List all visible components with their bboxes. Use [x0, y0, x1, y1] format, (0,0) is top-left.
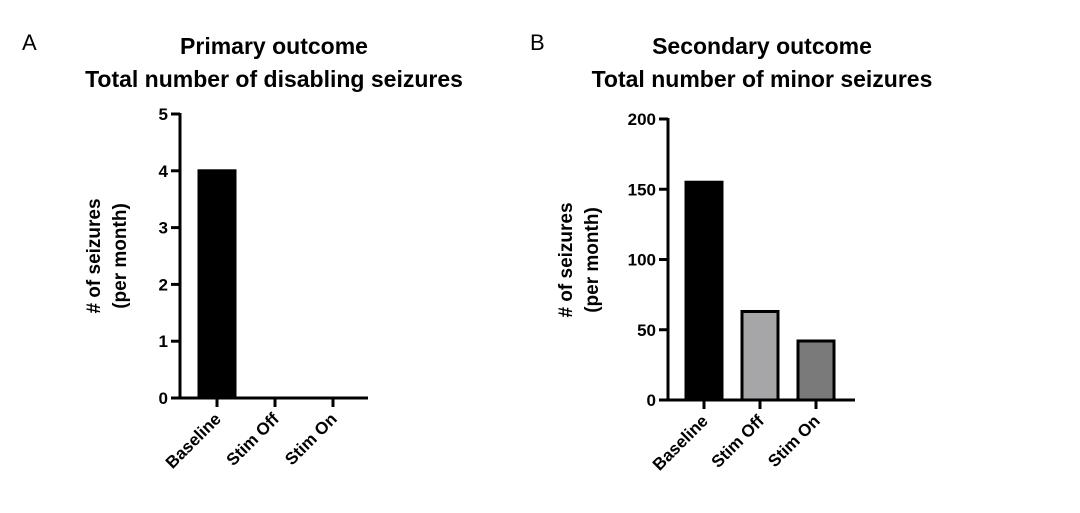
panel-a-y-tick-label: 4	[159, 162, 169, 181]
panel-a-x-tick-label: Stim On	[281, 409, 341, 469]
panel-b-ylabel: # of seizures	[556, 202, 577, 317]
panel-a-letter: A	[22, 30, 37, 55]
panel-a-ylabel: # of seizures	[84, 198, 105, 313]
panel-b-y-tick-label: 150	[628, 180, 656, 199]
panel-b-title: Secondary outcome	[652, 33, 872, 59]
panel-b-x-tick-label: Baseline	[649, 411, 712, 474]
panel-a-x-tick-label: Stim Off	[223, 409, 283, 469]
panel-b-bar-baseline	[684, 180, 724, 402]
panel-a-bar-baseline	[197, 169, 237, 400]
panel-b-y-tick-label: 100	[628, 251, 656, 270]
panel-a-y-tick-label: 5	[159, 105, 168, 124]
panel-b-x-tick-label: Stim Off	[708, 411, 768, 471]
panel-b: B Secondary outcome Total number of mino…	[530, 30, 932, 474]
panel-b-bar-stim-off	[740, 309, 780, 402]
panel-b-subtitle: Total number of minor seizures	[592, 66, 933, 92]
panel-a-y-tick-label: 3	[159, 219, 168, 238]
panel-a-y-tick-label: 0	[159, 389, 168, 408]
panel-a-y-tick-label: 1	[159, 332, 168, 351]
panel-b-letter: B	[530, 30, 545, 55]
panel-b-y-tick-label: 0	[647, 391, 656, 410]
panel-a: A Primary outcome Total number of disabl…	[22, 30, 463, 472]
panel-a-x-tick-label: Baseline	[162, 409, 225, 472]
panel-b-y-tick-label: 200	[628, 110, 656, 129]
panel-a-subtitle: Total number of disabling seizures	[85, 66, 463, 92]
panel-a-title: Primary outcome	[180, 33, 368, 59]
panel-b-y-tick-label: 50	[637, 321, 656, 340]
panel-a-ylabel-2: (per month)	[110, 203, 131, 309]
panel-a-y-tick-label: 2	[159, 275, 168, 294]
panel-b-x-tick-label: Stim On	[764, 411, 824, 471]
panel-b-ylabel-2: (per month)	[582, 207, 603, 313]
panel-b-bar-stim-on	[796, 339, 836, 402]
